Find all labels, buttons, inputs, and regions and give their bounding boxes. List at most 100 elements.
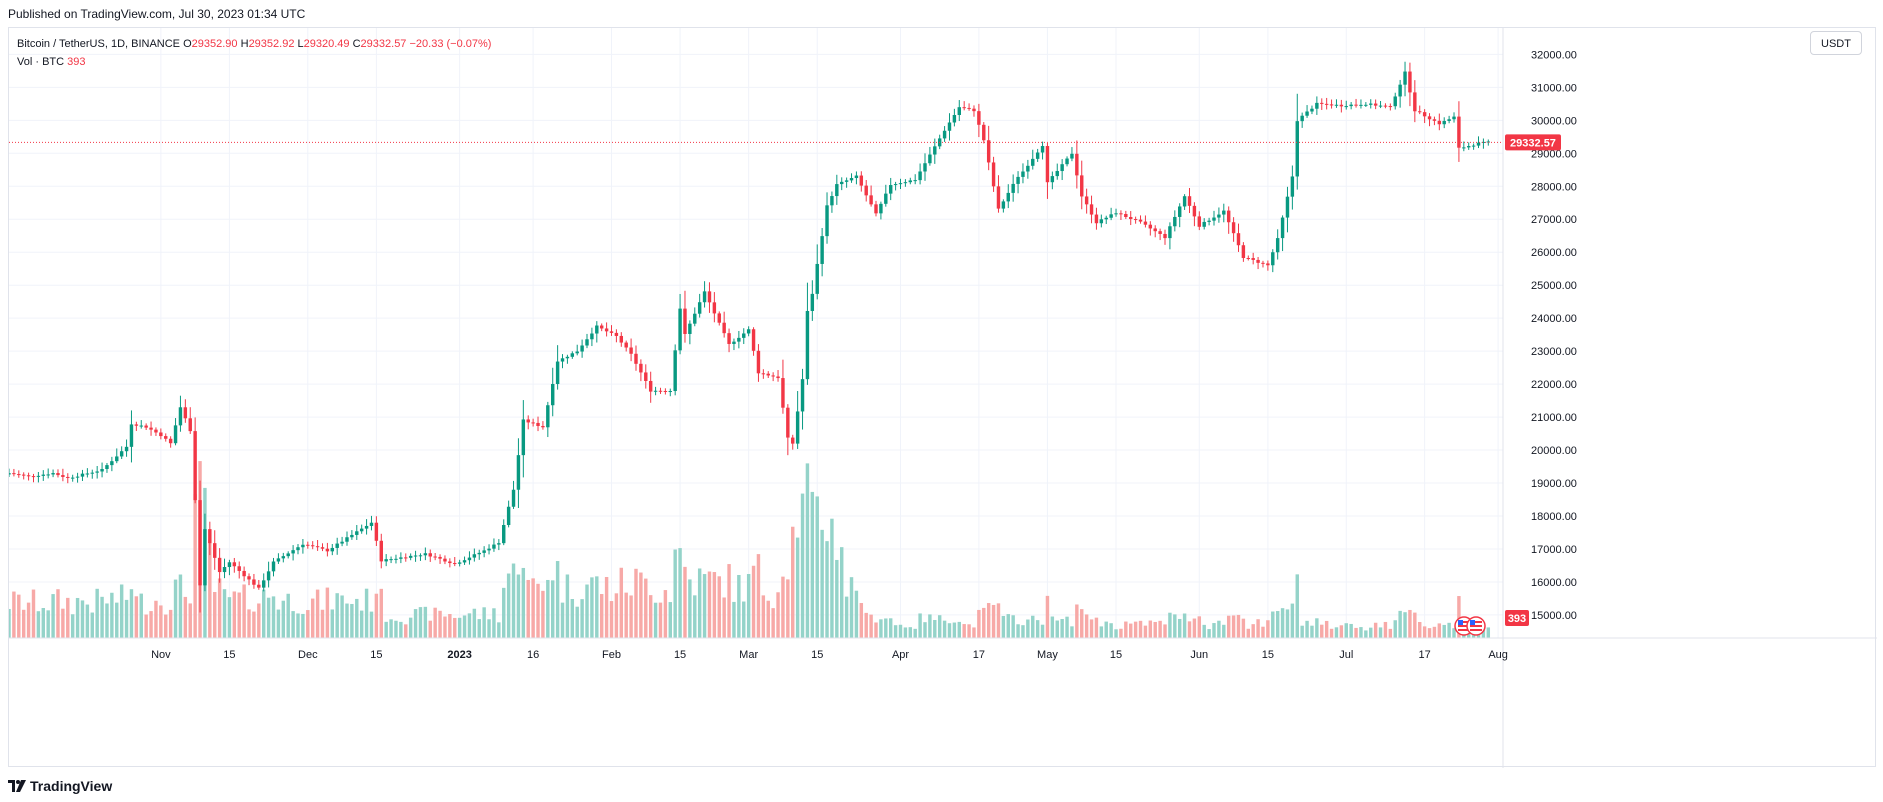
high-label: H — [240, 38, 249, 50]
volume-bar — [536, 583, 540, 638]
volume-bar — [683, 566, 687, 638]
volume-bar — [438, 610, 442, 638]
candle-body — [942, 130, 947, 139]
volume-bar — [1207, 629, 1211, 638]
candle-body — [1040, 146, 1045, 153]
candle-body — [1236, 233, 1241, 246]
volume-bar — [1290, 603, 1295, 638]
candle-body — [511, 489, 516, 507]
footer-brand[interactable]: TradingView — [30, 778, 113, 794]
candle-body — [663, 390, 668, 392]
candle-body — [585, 339, 589, 346]
volume-bar — [193, 494, 197, 638]
candle-body — [810, 293, 815, 311]
volume-bar — [658, 602, 663, 638]
candle-body — [1197, 216, 1202, 227]
volume-bar — [1422, 626, 1427, 638]
candle-body — [840, 181, 844, 185]
volume-bar — [1050, 616, 1055, 638]
volume-bar — [849, 577, 854, 638]
volume-bar — [301, 613, 305, 638]
us-flag-icon — [1466, 616, 1486, 636]
volume-bar — [551, 580, 555, 638]
volume-label[interactable]: Vol · BTC — [17, 56, 65, 68]
volume-bar — [541, 590, 545, 638]
volume-bar — [1349, 623, 1353, 638]
volume-bar — [1138, 620, 1143, 638]
volume-bar — [183, 596, 188, 638]
candle-body — [751, 329, 756, 351]
volume-bar — [928, 614, 932, 638]
volume-bar — [786, 579, 790, 638]
candle-body — [1202, 221, 1206, 227]
volume-bar — [1197, 616, 1202, 638]
volume-bar — [340, 595, 344, 638]
volume-bar — [923, 622, 927, 638]
volume-bar — [257, 603, 261, 638]
volume-bar — [1080, 609, 1084, 638]
candle-body — [1094, 214, 1099, 224]
event-flags-icon[interactable] — [1454, 616, 1486, 636]
candle-body — [129, 424, 134, 447]
x-tick-label: Dec — [298, 649, 318, 661]
candle-body — [433, 556, 437, 558]
volume-row: Vol · BTC 393 — [17, 53, 491, 71]
volume-bar — [1437, 623, 1442, 638]
volume-bar — [173, 579, 178, 638]
volume-bar — [1393, 620, 1397, 638]
volume-bar — [1173, 614, 1177, 638]
candle-body — [497, 543, 501, 545]
candle-body — [820, 236, 824, 264]
volume-bar — [178, 574, 183, 638]
candle-body — [1373, 103, 1378, 106]
x-tick-label: 15 — [223, 649, 235, 661]
candle-body — [438, 556, 442, 559]
volume-bar — [629, 595, 633, 638]
volume-bar — [599, 594, 604, 638]
volume-bar — [884, 618, 888, 638]
volume-bar — [1383, 621, 1388, 638]
volume-bar — [247, 609, 251, 638]
symbol-label[interactable]: Bitcoin / TetherUS, 1D, BINANCE — [17, 38, 181, 50]
candle-body — [1163, 233, 1167, 239]
open-label: O — [183, 38, 192, 50]
candle-body — [203, 529, 207, 586]
candle-body — [947, 122, 952, 131]
candle-body — [21, 474, 26, 476]
volume-bar — [1373, 622, 1378, 638]
volume-bar — [1163, 624, 1167, 638]
candle-body — [315, 546, 320, 548]
volume-bar — [800, 493, 805, 638]
candle-body — [516, 455, 521, 490]
candle-body — [502, 524, 506, 544]
volume-bar — [742, 601, 746, 638]
chart-frame[interactable]: 15000.00 16000.00 17000.00 18000.00 19000.00… — [8, 27, 1877, 768]
candle-body — [918, 171, 922, 181]
y-tick-label: 32000.00 — [1531, 49, 1577, 61]
volume-bar — [1359, 627, 1363, 638]
volume-bar — [869, 614, 873, 638]
candle-body — [1246, 258, 1250, 260]
candle-body — [1050, 176, 1055, 183]
candle-body — [1320, 102, 1324, 104]
volume-bar — [497, 622, 501, 638]
volume-bar — [756, 554, 761, 638]
close-label: C — [352, 38, 361, 50]
volume-bar — [1089, 619, 1094, 638]
price-chart[interactable]: 15000.00 16000.00 17000.00 18000.00 19000.00… — [9, 28, 1877, 768]
volume-bar — [232, 591, 237, 638]
candle-body — [413, 555, 418, 557]
volume-bar — [1001, 615, 1006, 638]
volume-bar — [477, 619, 481, 638]
candle-body — [962, 107, 966, 109]
volume-bar — [1060, 618, 1064, 638]
volume-bar — [453, 617, 457, 638]
currency-button[interactable]: USDT — [1810, 31, 1862, 55]
candle-body — [1359, 104, 1363, 106]
volume-bar — [1315, 618, 1319, 638]
low-value: 29320.49 — [303, 38, 350, 50]
volume-bar — [208, 539, 212, 638]
candle-body — [1442, 120, 1446, 125]
candle-body — [1466, 146, 1471, 148]
volume-bar — [1329, 628, 1334, 638]
